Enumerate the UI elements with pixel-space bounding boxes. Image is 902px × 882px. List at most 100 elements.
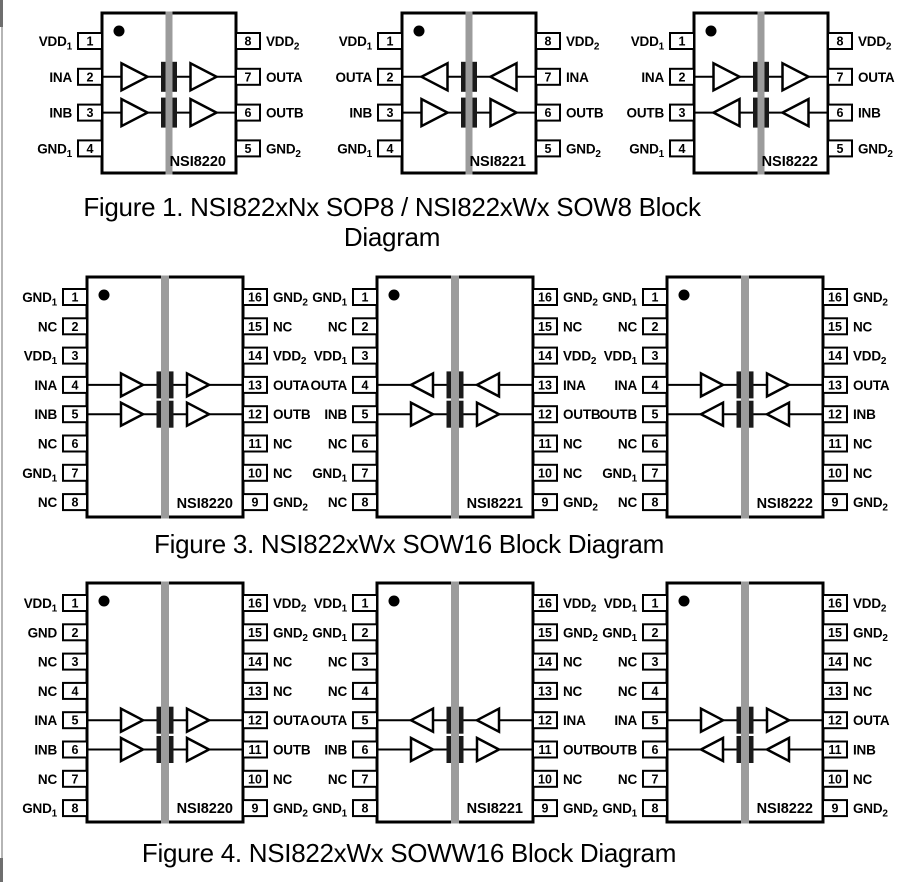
- buffer-triangle: [698, 400, 725, 428]
- pin-number: 3: [652, 349, 659, 363]
- pin-label: GND1: [337, 141, 372, 160]
- pin-label: VDD2: [273, 596, 307, 615]
- pin-box: [822, 711, 848, 730]
- pin-label-text: VDD: [853, 349, 881, 364]
- pin-label: VDD2: [563, 596, 597, 615]
- pin-number: 12: [538, 714, 552, 728]
- pin-box: [822, 375, 848, 394]
- pin-label-text: NC: [618, 655, 638, 670]
- isolation-barrier: [161, 581, 169, 824]
- pin-box: [62, 463, 88, 482]
- buffer-triangle: [474, 706, 501, 734]
- pin-box: [77, 139, 103, 158]
- pin-number: 2: [72, 320, 79, 334]
- pin-label-text: VDD: [314, 596, 342, 611]
- pin-label-subscript: 2: [592, 809, 598, 820]
- pin-label: VDD1: [39, 34, 73, 53]
- pin-box: [535, 32, 561, 50]
- pin-label: NC: [618, 495, 638, 510]
- pin-label-text: GND: [22, 466, 52, 481]
- pin-number: 7: [362, 466, 369, 480]
- pin-label-text: NC: [853, 437, 873, 452]
- pin-label: OUTA: [273, 378, 310, 393]
- pin-label: VDD1: [314, 596, 348, 615]
- pin-label-text: INA: [641, 70, 664, 85]
- pin-number: 4: [652, 378, 659, 392]
- pin-number: 8: [652, 496, 659, 510]
- pin-label-subscript: 1: [632, 633, 638, 644]
- pin-label: GND1: [22, 290, 57, 309]
- pin-label: OUTB: [566, 106, 604, 121]
- pin-label: INB: [324, 407, 347, 422]
- capacitor-plate: [472, 61, 477, 92]
- pin-number: 3: [652, 655, 659, 669]
- pin-box: [642, 317, 668, 336]
- pin-box: [242, 375, 268, 394]
- pin-label-text: OUTB: [266, 106, 304, 121]
- pin-label-subscript: 1: [52, 473, 58, 484]
- pin-number: 14: [828, 349, 842, 363]
- pin-number: 1: [72, 597, 79, 611]
- pin-label-subscript: 1: [342, 473, 348, 484]
- pin-label-text: OUTA: [853, 378, 890, 393]
- pin-label-text: NC: [38, 319, 58, 334]
- pin-number: 6: [362, 437, 369, 451]
- pin-box: [235, 139, 261, 158]
- pin-label-subscript: 2: [594, 42, 600, 53]
- pin-label: INA: [563, 378, 586, 393]
- pin-label: NC: [853, 437, 873, 452]
- pin-label-text: GND: [273, 625, 303, 640]
- buffer-triangle: [420, 97, 451, 129]
- pin-label: OUTB: [266, 106, 304, 121]
- pin-box: [62, 652, 88, 671]
- pin-number: 3: [87, 106, 94, 120]
- pin-box: [532, 405, 558, 424]
- pin-label-text: NC: [618, 319, 638, 334]
- pin-box: [242, 405, 268, 424]
- pin-number: 10: [828, 772, 842, 786]
- pin-label: NC: [563, 319, 583, 334]
- capacitor-plate: [736, 371, 741, 399]
- pin-label: NC: [273, 684, 293, 699]
- pin-label-text: GND: [312, 290, 342, 305]
- buffer-triangle: [185, 400, 212, 428]
- pin-box: [822, 652, 848, 671]
- pin-label-text: GND: [602, 466, 632, 481]
- pin-label-text: GND: [858, 141, 888, 156]
- pin-label: GND1: [37, 141, 72, 160]
- pin-label-text: NC: [328, 684, 348, 699]
- pin-label-text: OUTB: [600, 407, 638, 422]
- pin-label-text: OUTA: [858, 70, 895, 85]
- pin-box: [532, 346, 558, 365]
- buffer-triangle: [779, 97, 810, 129]
- pin-label-text: INB: [34, 743, 57, 758]
- pin-label-text: VDD: [563, 596, 591, 611]
- isolation-barrier: [757, 11, 765, 175]
- pin-label-text: VDD: [314, 349, 342, 364]
- pin-box: [532, 681, 558, 700]
- pin-number: 5: [72, 714, 79, 728]
- pin-label-text: NC: [273, 684, 293, 699]
- pin-label: NC: [563, 772, 583, 787]
- pin-label: VDD1: [24, 349, 58, 368]
- pin-label: GND1: [602, 801, 637, 820]
- pin-label-text: NC: [618, 684, 638, 699]
- pin-label-text: NC: [563, 684, 583, 699]
- pin-label-subscript: 1: [342, 809, 348, 820]
- pin-label-subscript: 2: [591, 356, 597, 367]
- buffer-triangle: [189, 97, 220, 129]
- buffer-triangle: [119, 371, 146, 399]
- pin-label-text: VDD: [266, 34, 294, 49]
- pin-label: NC: [618, 772, 638, 787]
- pin-label-text: NC: [273, 655, 293, 670]
- pin-label-text: VDD: [273, 349, 301, 364]
- pin-label: NC: [563, 466, 583, 481]
- pin-number: 2: [652, 626, 659, 640]
- pin-number: 2: [362, 320, 369, 334]
- pin-label-subscript: 1: [659, 42, 665, 53]
- pin-label-subscript: 2: [882, 809, 888, 820]
- pin-box: [642, 799, 668, 818]
- pin-label: GND2: [563, 625, 598, 644]
- pin-number: 6: [245, 106, 252, 120]
- pin-box: [642, 623, 668, 642]
